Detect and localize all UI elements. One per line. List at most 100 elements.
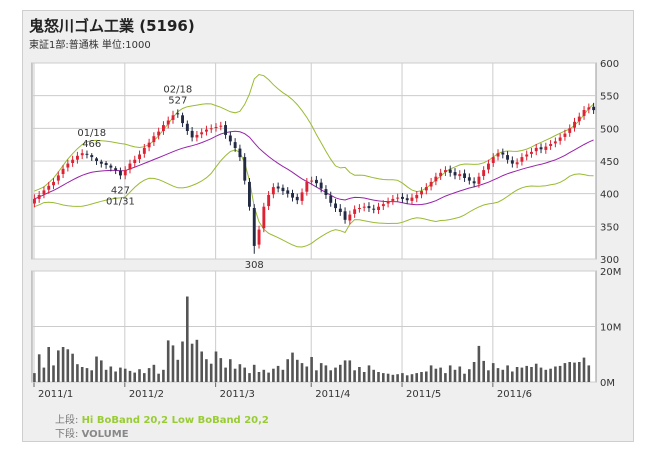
- candle-body: [530, 151, 533, 154]
- candle-body: [128, 163, 132, 170]
- candle-body: [467, 177, 471, 181]
- candle-body: [362, 206, 366, 208]
- candle-body: [305, 181, 309, 192]
- volume-bar: [66, 349, 70, 382]
- candle-body: [123, 170, 127, 176]
- volume-bar: [415, 373, 418, 382]
- volume-bar: [57, 350, 60, 382]
- candle-body: [109, 165, 113, 168]
- candle-body: [487, 163, 490, 170]
- volume-bar: [95, 356, 98, 382]
- volume-bar: [573, 362, 576, 382]
- volume-bar: [181, 341, 184, 382]
- candle-body: [157, 131, 161, 136]
- candle-body: [85, 153, 89, 155]
- volume-bar: [468, 369, 471, 382]
- candle-body: [496, 153, 500, 157]
- price-tick-label: 450: [600, 157, 619, 168]
- volume-bar: [276, 365, 280, 382]
- volume-bar: [382, 373, 385, 382]
- volume-bar: [472, 362, 476, 382]
- price-tick-label: 300: [600, 255, 619, 266]
- candle-body: [429, 181, 433, 187]
- volume-bar: [229, 359, 232, 382]
- candle-body: [329, 195, 333, 203]
- candle-body: [281, 187, 285, 192]
- volume-bar: [501, 369, 505, 382]
- candle-body: [338, 208, 342, 212]
- candle-body: [377, 206, 380, 210]
- volume-tick-label: 20M: [600, 267, 621, 278]
- volume-bar: [525, 365, 528, 382]
- upper-band-line: [34, 73, 594, 193]
- volume-bar: [310, 357, 313, 382]
- volume-bar: [444, 373, 447, 382]
- volume-bar: [329, 370, 332, 382]
- volume-bar: [482, 360, 485, 382]
- candle-body: [52, 181, 55, 186]
- volume-bar: [128, 370, 132, 382]
- volume-bar: [319, 363, 323, 382]
- volume-bar: [511, 371, 514, 382]
- volume-bar: [549, 368, 552, 382]
- volume-bar: [305, 366, 309, 382]
- candle-body: [477, 176, 481, 184]
- candle-body: [386, 201, 390, 204]
- volume-bar: [109, 366, 113, 382]
- volume-bar: [104, 369, 108, 382]
- volume-bar: [281, 369, 285, 382]
- price-tick-label: 400: [600, 190, 619, 201]
- price-tick-label: 600: [600, 59, 619, 70]
- candle-body: [133, 159, 137, 163]
- candle-body: [147, 142, 151, 148]
- legend-lower: 下段: VOLUME: [55, 425, 129, 440]
- volume-bar: [42, 367, 46, 382]
- volume-bar: [119, 367, 122, 382]
- candle-body: [573, 121, 576, 128]
- volume-bar: [147, 368, 151, 382]
- candle-body: [252, 208, 256, 246]
- candle-body: [510, 160, 514, 164]
- volume-bar: [587, 365, 591, 382]
- volume-bar: [176, 359, 180, 382]
- candle-body: [248, 181, 251, 207]
- volume-bar: [377, 372, 380, 382]
- candle-body: [209, 128, 213, 130]
- candle-body: [315, 179, 318, 184]
- chart-frame: 鬼怒川ゴム工業 (5196) 東証1部:普通株 単位:1000 300 350 40…: [22, 10, 634, 442]
- volume-bar: [152, 364, 156, 382]
- volume-bar: [396, 374, 399, 382]
- candle-body: [520, 157, 524, 162]
- volume-bar: [219, 358, 223, 382]
- candle-body: [353, 209, 357, 214]
- candle-body: [410, 197, 414, 201]
- candle-body: [453, 172, 457, 176]
- candle-body: [582, 110, 586, 116]
- x-tick-label: 2011/4: [315, 389, 350, 400]
- volume-bar: [362, 372, 366, 382]
- candle-body: [228, 135, 232, 142]
- price-tick-label: 500: [600, 124, 619, 135]
- candle-body: [544, 146, 548, 150]
- x-tick-label: 2011/2: [129, 389, 164, 400]
- volume-bar: [71, 353, 74, 382]
- volume-bar: [133, 372, 136, 382]
- annotation-value: 308: [245, 260, 264, 271]
- legend-lower-value: VOLUME: [81, 429, 129, 440]
- candle-body: [138, 154, 141, 160]
- candle-body: [257, 229, 261, 245]
- volume-bar: [324, 365, 328, 382]
- legend-lower-key: 下段:: [55, 429, 79, 440]
- volume-bar: [315, 370, 318, 382]
- volume-tick-label: 0M: [600, 378, 615, 389]
- candle-body: [448, 169, 452, 173]
- volume-bar: [272, 368, 275, 382]
- volume-bar: [123, 368, 127, 382]
- candle-body: [119, 170, 122, 176]
- candle-body: [37, 195, 41, 199]
- volume-bar: [458, 366, 462, 382]
- volume-bar: [37, 354, 41, 383]
- volume-bar: [262, 369, 266, 382]
- volume-bar: [539, 367, 543, 382]
- volume-bar: [353, 370, 356, 382]
